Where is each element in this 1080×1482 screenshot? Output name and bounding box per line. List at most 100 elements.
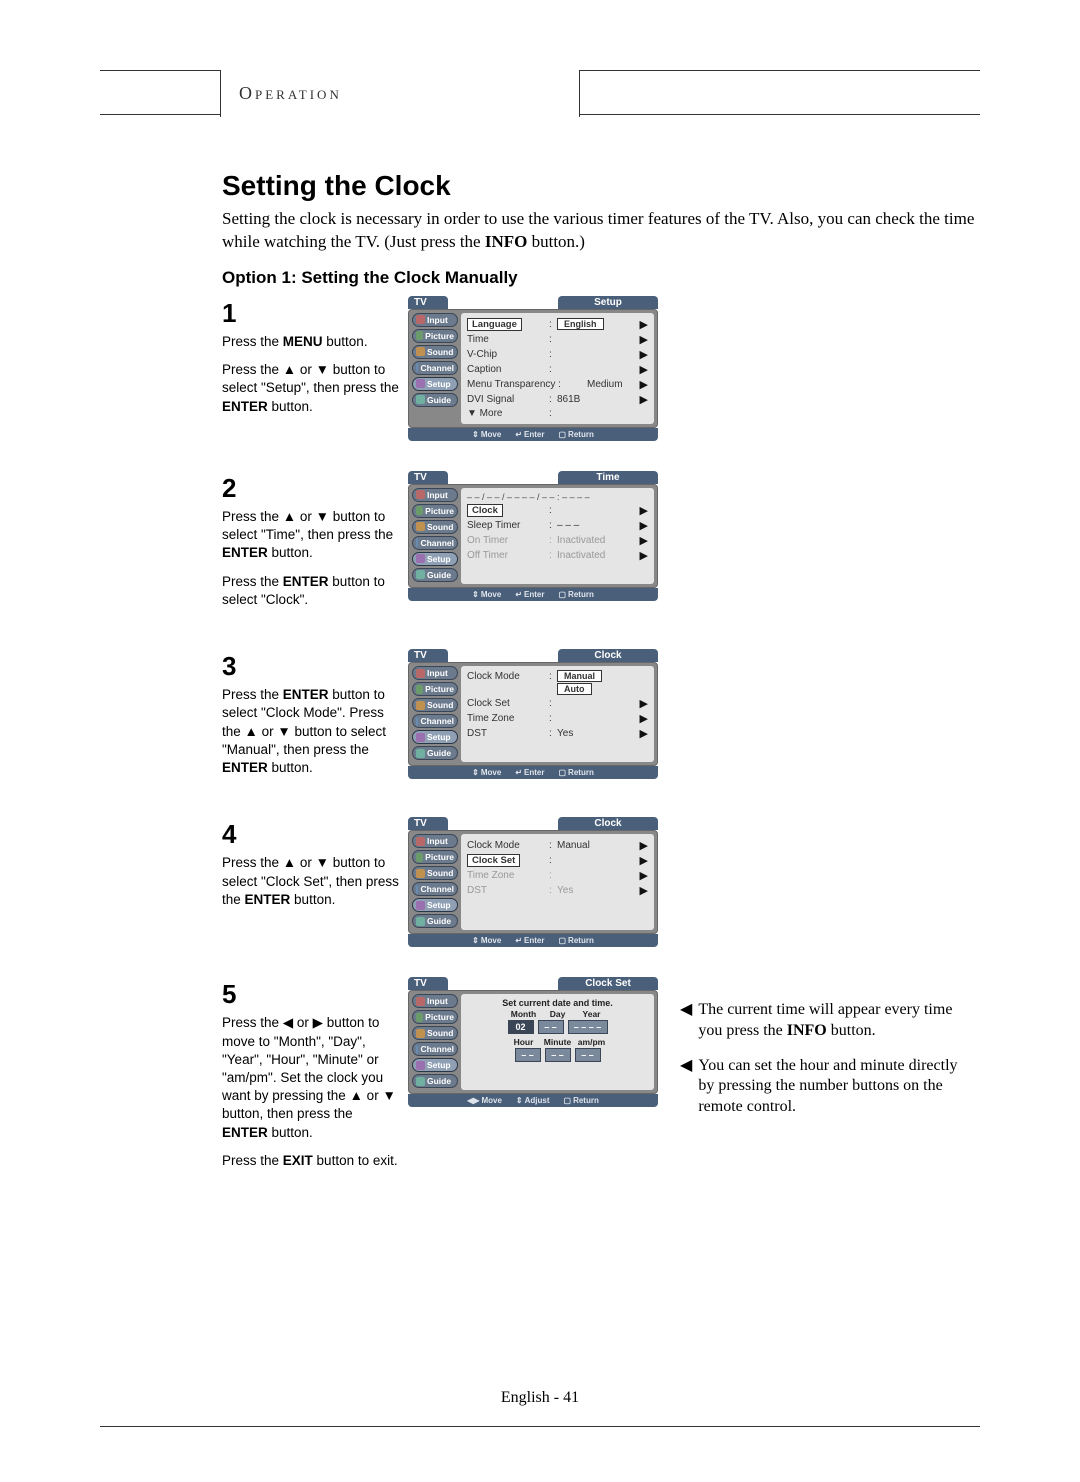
- menu-row[interactable]: Clock : ▶: [467, 503, 648, 518]
- sidebar-item-channel[interactable]: Channel: [412, 1042, 458, 1056]
- step-text: 5 Press the ◀ or ▶ button to move to "Mo…: [222, 977, 400, 1180]
- sidebar-item-picture[interactable]: Picture: [412, 682, 458, 696]
- triangle-left-icon: ◀: [680, 1056, 692, 1118]
- sidebar-item-channel[interactable]: Channel: [412, 361, 458, 375]
- enter-hint: Enter: [515, 936, 544, 945]
- tv-title: Clock: [558, 817, 658, 830]
- date-box[interactable]: – – – –: [568, 1020, 608, 1034]
- step-instruction: Press the ▲ or ▼ button to select "Time"…: [222, 508, 400, 563]
- menu-row[interactable]: Clock Mode : Manual ▶: [467, 838, 648, 853]
- sidebar-item-channel[interactable]: Channel: [412, 714, 458, 728]
- sidebar-item-setup[interactable]: Setup: [412, 730, 458, 744]
- sidebar-item-picture[interactable]: Picture: [412, 850, 458, 864]
- sidebar-item-guide[interactable]: Guide: [412, 568, 458, 582]
- menu-row[interactable]: Time Zone : ▶: [467, 711, 648, 726]
- menu-row[interactable]: Clock Set : ▶: [467, 696, 648, 711]
- sidebar-item-setup[interactable]: Setup: [412, 898, 458, 912]
- sidebar-item-picture[interactable]: Picture: [412, 1010, 458, 1024]
- adjust-hint: Adjust: [516, 1096, 550, 1105]
- sidebar-item-guide[interactable]: Guide: [412, 914, 458, 928]
- sidebar-item-input[interactable]: Input: [412, 834, 458, 848]
- date-box[interactable]: – –: [538, 1020, 564, 1034]
- menu-row[interactable]: Language : English ▶: [467, 317, 648, 332]
- sidebar-item-channel[interactable]: Channel: [412, 536, 458, 550]
- step-1: 1 Press the MENU button.Press the ▲ or ▼…: [222, 296, 982, 441]
- sidebar-item-picture[interactable]: Picture: [412, 329, 458, 343]
- tv-body: Input Picture Sound Channel Setup Guide Clock…: [408, 662, 658, 766]
- step-number: 2: [222, 471, 400, 506]
- step-instruction: Press the ENTER button to select "Clock …: [222, 686, 400, 777]
- tv-menu-screenshot: TVSetup InputPictureSoundChannelSetupGui…: [408, 296, 658, 441]
- icon: [416, 717, 418, 726]
- tv-body: Input Picture Sound Channel Setup Guide Clock…: [408, 830, 658, 934]
- sidebar-item-sound[interactable]: Sound: [412, 698, 458, 712]
- icon: [416, 379, 425, 388]
- sidebar-item-sound[interactable]: Sound: [412, 345, 458, 359]
- sidebar-item-input[interactable]: Input: [412, 994, 458, 1008]
- step-instruction: Press the ENTER button to select "Clock"…: [222, 573, 400, 609]
- tv-title: Clock Set: [558, 977, 658, 990]
- icon: [416, 315, 425, 324]
- step-text: 1 Press the MENU button.Press the ▲ or ▼…: [222, 296, 400, 441]
- tv-tab: TV: [408, 817, 448, 830]
- tv-sidebar: Input Picture Sound Channel Setup Guide: [409, 991, 461, 1093]
- tv-main-panel: Clock Mode : Manual ▶Clock Set : ▶Time Z…: [461, 834, 654, 930]
- icon: [416, 1077, 425, 1086]
- icon: [416, 669, 425, 678]
- sidebar-item-channel[interactable]: Channel: [412, 882, 458, 896]
- tv-body: Input Picture Sound Channel Setup Guide Langu…: [408, 309, 658, 428]
- tv-title: Setup: [558, 296, 658, 309]
- menu-row[interactable]: DST : Yes ▶: [467, 726, 648, 741]
- menu-row[interactable]: Time Zone : ▶: [467, 868, 648, 883]
- icon: [416, 837, 425, 846]
- icon: [416, 331, 423, 340]
- icon: [416, 522, 425, 531]
- icon: [416, 869, 425, 878]
- step-instruction: Press the ▲ or ▼ button to select "Clock…: [222, 854, 400, 909]
- date-box[interactable]: – –: [515, 1048, 541, 1062]
- sidebar-item-sound[interactable]: Sound: [412, 1026, 458, 1040]
- menu-row[interactable]: Time : ▶: [467, 332, 648, 347]
- date-row-1: 02 – – – – – –: [467, 1020, 648, 1034]
- sidebar-item-setup[interactable]: Setup: [412, 552, 458, 566]
- page-title: Setting the Clock: [222, 170, 982, 202]
- menu-row-opt[interactable]: Auto: [467, 683, 648, 696]
- return-hint: Return: [558, 430, 593, 439]
- step-number: 4: [222, 817, 400, 852]
- menu-row[interactable]: Caption : ▶: [467, 362, 648, 377]
- menu-row[interactable]: On Timer : Inactivated ▶: [467, 533, 648, 548]
- date-box[interactable]: – –: [545, 1048, 571, 1062]
- menu-row[interactable]: V-Chip : ▶: [467, 347, 648, 362]
- sidebar-item-guide[interactable]: Guide: [412, 393, 458, 407]
- tv-header: TV Clock: [408, 817, 658, 830]
- menu-row[interactable]: Clock Mode:Manual: [467, 670, 648, 683]
- sidebar-item-setup[interactable]: Setup: [412, 377, 458, 391]
- tv-title: Time: [558, 471, 658, 484]
- menu-row[interactable]: Off Timer : Inactivated ▶: [467, 548, 648, 563]
- tv-body: InputPictureSoundChannelSetupGuide – – /…: [408, 484, 658, 588]
- icon: [416, 701, 425, 710]
- tv-footer: MoveEnterReturn: [408, 766, 658, 779]
- sidebar-item-input[interactable]: Input: [412, 313, 458, 327]
- sidebar-item-input[interactable]: Input: [412, 666, 458, 680]
- tv-tab: TV: [408, 471, 448, 484]
- sidebar-item-input[interactable]: Input: [412, 488, 458, 502]
- triangle-left-icon: ◀: [680, 1000, 692, 1042]
- sidebar-item-picture[interactable]: Picture: [412, 504, 458, 518]
- menu-row[interactable]: Clock Set : ▶: [467, 853, 648, 868]
- step-instruction: Press the MENU button.: [222, 333, 400, 351]
- sidebar-item-sound[interactable]: Sound: [412, 520, 458, 534]
- menu-row[interactable]: Menu Transparency :Medium ▶: [467, 377, 648, 392]
- sidebar-item-guide[interactable]: Guide: [412, 1074, 458, 1088]
- sidebar-item-setup[interactable]: Setup: [412, 1058, 458, 1072]
- sidebar-item-sound[interactable]: Sound: [412, 866, 458, 880]
- date-box[interactable]: – –: [575, 1048, 601, 1062]
- menu-row[interactable]: ▼ More :: [467, 407, 648, 420]
- sidebar-item-guide[interactable]: Guide: [412, 746, 458, 760]
- date-box[interactable]: 02: [508, 1020, 534, 1034]
- menu-row[interactable]: DST : Yes ▶: [467, 883, 648, 898]
- menu-row[interactable]: Sleep Timer : – – – ▶: [467, 518, 648, 533]
- menu-row[interactable]: DVI Signal : 861B ▶: [467, 392, 648, 407]
- icon: [416, 901, 425, 910]
- tv-footer: MoveEnterReturn: [408, 588, 658, 601]
